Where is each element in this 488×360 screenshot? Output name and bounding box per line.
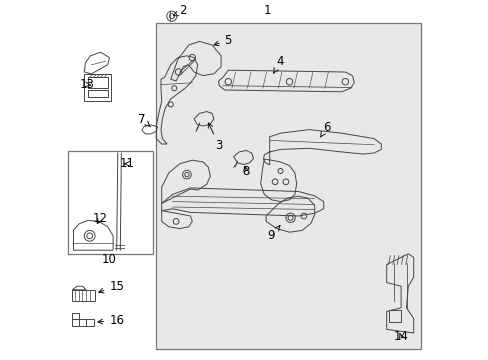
Text: 7: 7 [138, 113, 150, 127]
Text: 10: 10 [102, 253, 117, 266]
Text: 12: 12 [93, 212, 108, 225]
Bar [68, 151, 152, 254]
Text: 14: 14 [393, 330, 408, 343]
Text: 2: 2 [173, 4, 187, 17]
Text: 5: 5 [214, 34, 231, 47]
Text: 9: 9 [267, 226, 280, 242]
Text: 1: 1 [264, 4, 271, 17]
Text: 4: 4 [273, 55, 284, 73]
Text: 15: 15 [99, 280, 124, 293]
Text: 6: 6 [320, 121, 330, 137]
Text: 13: 13 [80, 78, 94, 91]
Text: 8: 8 [242, 165, 249, 178]
Text: 3: 3 [208, 123, 223, 152]
Bar [156, 23, 420, 349]
Text: 16: 16 [98, 314, 124, 327]
Text: 11: 11 [120, 157, 135, 170]
